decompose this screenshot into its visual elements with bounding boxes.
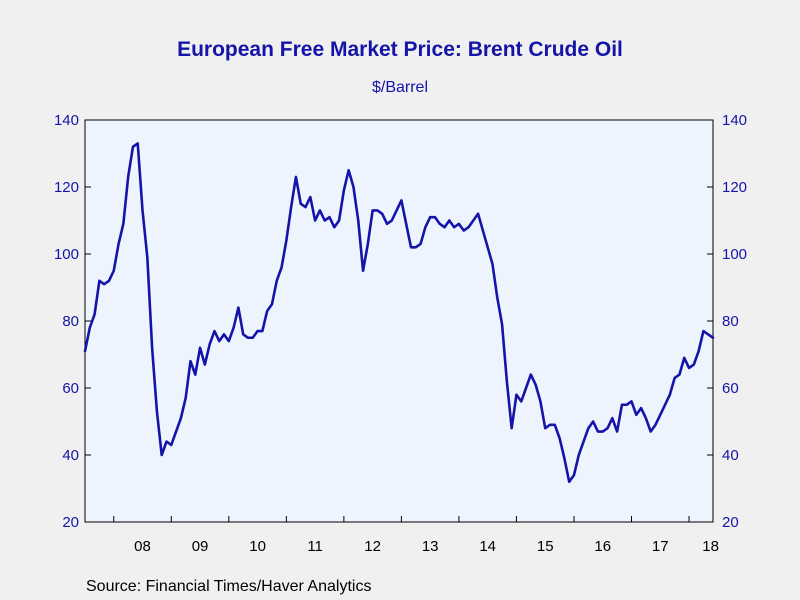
series-layer [83, 142, 715, 484]
y-tick-label-left: 80 [62, 313, 79, 330]
y-tick-label-left: 120 [54, 179, 79, 196]
y-tick-label-left: 100 [54, 246, 79, 263]
y-tick-label-left: 40 [62, 447, 79, 464]
x-tick-label: 14 [479, 538, 496, 555]
y-tick-label-right: 60 [722, 380, 739, 397]
y-tick-label-right: 140 [722, 112, 747, 129]
y-tick-label-left: 20 [62, 514, 79, 531]
y-tick-label-right: 120 [722, 179, 747, 196]
x-tick-label: 08 [134, 538, 151, 555]
x-tick-label: 16 [594, 538, 611, 555]
chart-title: European Free Market Price: Brent Crude … [177, 38, 623, 61]
x-tick-label: 09 [192, 538, 209, 555]
x-tick-label: 10 [249, 538, 266, 555]
plot-area [84, 119, 714, 523]
series-line [83, 142, 715, 484]
source-note: Source: Financial Times/Haver Analytics [86, 578, 372, 595]
x-tick-label: 15 [537, 538, 554, 555]
y-tick-label-right: 40 [722, 447, 739, 464]
y-tick-label-right: 100 [722, 246, 747, 263]
x-tick-label: 13 [422, 538, 439, 555]
y-tick-label-right: 20 [722, 514, 739, 531]
y-tick-label-right: 80 [722, 313, 739, 330]
y-tick-label-left: 140 [54, 112, 79, 129]
x-tick-label: 18 [702, 538, 719, 555]
x-tick-label: 12 [364, 538, 381, 555]
x-tick-label: 17 [652, 538, 669, 555]
chart-subtitle: $/Barrel [371, 79, 429, 96]
x-tick-label: 11 [307, 538, 323, 555]
y-tick-label-left: 60 [62, 380, 79, 397]
axes-layer: 20 20 40 40 60 60 80 80 100 100 120 120 140 140 08 09 10… [54, 112, 747, 555]
